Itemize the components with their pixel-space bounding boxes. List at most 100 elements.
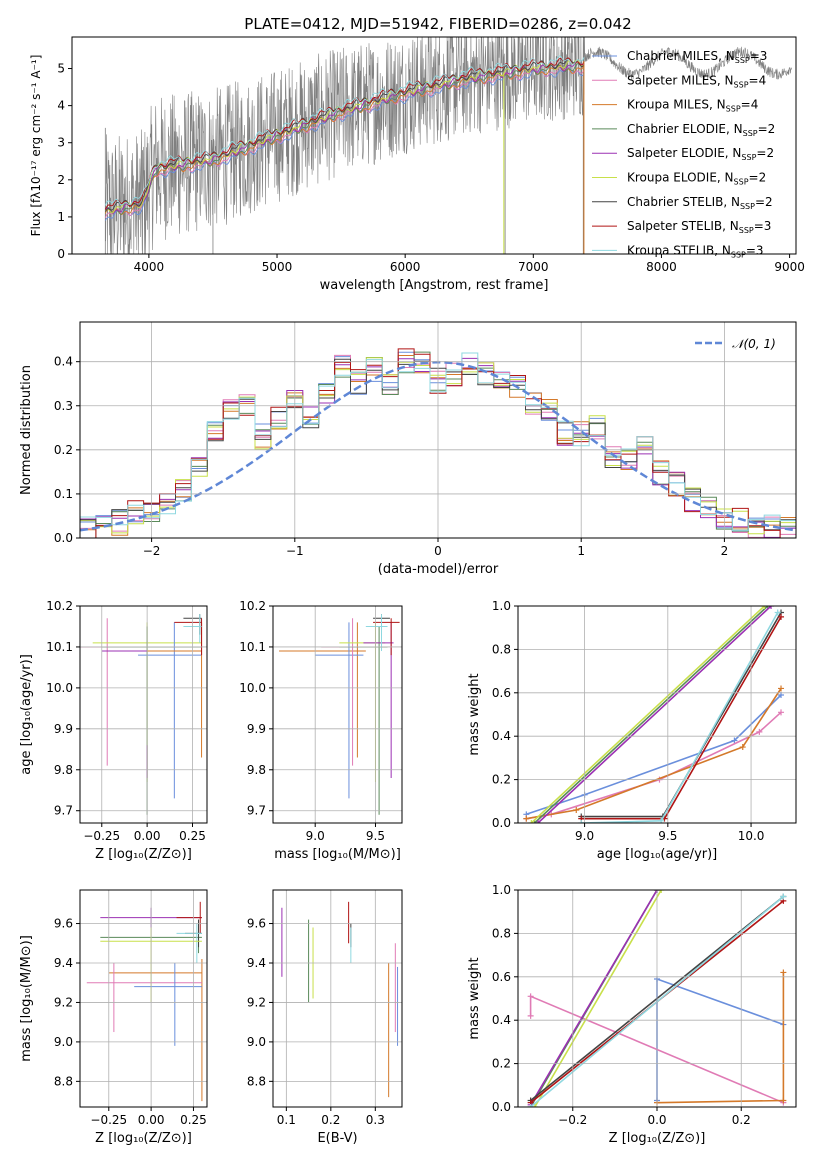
mass-weight-marker — [731, 737, 738, 744]
age-Z-ytick-label: 10.1 — [46, 640, 73, 654]
residuals-xtick-label: 0 — [434, 544, 442, 558]
age-Z-xtick-label: 0.00 — [134, 829, 161, 843]
legend-label: Chabrier MILES, NSSP=3 — [627, 49, 767, 65]
mass-ebv-ytick-label: 9.4 — [247, 956, 266, 970]
mass-weight-Z-ytick-label: 0.6 — [492, 970, 511, 984]
age-mass-frame — [272, 605, 403, 824]
age-mass-plot-area — [279, 614, 400, 815]
mass-weight-age-panel: 9.0 9.5 10.0 0.0 0.2 0.4 0.6 0.8 1.0 age [log₁₀(a… — [467, 599, 797, 862]
age-Z-xtick-label: 0.25 — [179, 829, 206, 843]
age-mass-ytick-label: 9.8 — [247, 763, 266, 777]
age-Z-ylabel: age [log₁₀(age/yr)] — [19, 654, 34, 775]
mass-weight-Z-ytick-label: 0.0 — [492, 1100, 511, 1114]
mass-weight-line — [656, 972, 785, 1104]
residuals-ytick-label: 0.3 — [54, 399, 73, 413]
mass-Z-panel: −0.25 0.00 0.25 8.8 9.0 9.2 9.4 9.6 Z [log₁₀(Z/Z… — [19, 889, 208, 1146]
mass-weight-marker — [739, 744, 746, 751]
age-mass-ytick-label: 10.0 — [239, 681, 266, 695]
legend-label: 𝒩(0, 1) — [732, 337, 776, 351]
mass-weight-marker — [756, 728, 763, 735]
mass-weight-line — [534, 606, 769, 823]
age-mass-ytick-label: 9.9 — [247, 722, 266, 736]
mass-weight-Z-frame — [517, 889, 797, 1108]
residuals-ytick-label: 0.4 — [54, 355, 73, 369]
mass-weight-Z-ytick-label: 1.0 — [492, 883, 511, 897]
mass-ebv-ytick-label: 9.2 — [247, 995, 266, 1009]
mass-weight-marker — [531, 1104, 538, 1107]
mass-Z-ytick-label: 9.0 — [54, 1035, 73, 1049]
age-mass-xtick-label: 9.0 — [306, 829, 325, 843]
mass-weight-Z-xtick-label: 0.2 — [732, 1113, 751, 1127]
mass-weight-Z-ylabel: mass weight — [467, 957, 482, 1039]
mass-weight-Z-ytick-label: 0.2 — [492, 1057, 511, 1071]
legend-label: Kroupa STELIB, NSSP=3 — [627, 243, 764, 259]
age-mass-ytick-label: 10.1 — [239, 640, 266, 654]
mass-ebv-ytick-label: 8.8 — [247, 1074, 266, 1088]
residuals-xtick-label: 2 — [721, 544, 729, 558]
legend-label: Salpeter STELIB, NSSP=3 — [627, 219, 771, 235]
mass-weight-marker — [527, 993, 534, 1000]
mass-weight-age-xtick-label: 9.5 — [658, 829, 677, 843]
mass-weight-age-ytick-label: 1.0 — [492, 599, 511, 613]
mass-ebv-frame — [272, 889, 403, 1108]
age-Z-ytick-label: 10.0 — [46, 681, 73, 695]
mass-weight-age-xlabel: age [log₁₀(age/yr)] — [597, 847, 718, 862]
residuals-xtick-label: 1 — [577, 544, 585, 558]
spectrum-panel: 4000 5000 6000 7000 8000 9000 0 1 2 3 4 5 wavelength… — [29, 36, 805, 293]
age-mass-xtick-label: 9.5 — [366, 829, 385, 843]
mass-ebv-ytick-label: 9.0 — [247, 1035, 266, 1049]
mass-weight-marker — [527, 1012, 534, 1019]
mass-ebv-ytick-label: 9.6 — [247, 917, 266, 931]
mass-Z-ytick-label: 9.6 — [54, 917, 73, 931]
mass-ebv-xtick-label: 0.3 — [366, 1113, 385, 1127]
age-Z-xtick-label: −0.25 — [83, 829, 120, 843]
mass-weight-age-xtick-label: 10.0 — [738, 829, 765, 843]
mass-weight-marker — [778, 709, 785, 716]
spectrum-frame — [71, 36, 797, 255]
legend-label: Salpeter ELODIE, NSSP=2 — [627, 146, 774, 162]
residuals-ytick-label: 0.1 — [54, 487, 73, 501]
residuals-xlabel: (data-model)/error — [378, 562, 499, 577]
mass-weight-marker — [780, 969, 787, 976]
mass-Z-xtick-label: 0.00 — [138, 1113, 165, 1127]
mass-Z-ytick-label: 8.8 — [54, 1074, 73, 1088]
spectrum-plot-area — [104, 37, 793, 254]
spectrum-ylabel: Flux [fλ10⁻¹⁷ erg cm⁻² s⁻¹ A⁻¹] — [29, 55, 43, 237]
mass-weight-marker — [778, 613, 785, 620]
model-spectrum-6 — [104, 57, 585, 212]
age-Z-frame — [79, 605, 208, 824]
mass-Z-xtick-label: 0.25 — [180, 1113, 207, 1127]
mass-weight-Z-xlabel: Z [log₁₀(Z/Z⊙)] — [609, 1131, 706, 1146]
mass-weight-marker — [658, 890, 665, 893]
legend-label: Kroupa MILES, NSSP=4 — [627, 98, 758, 114]
residuals-frame — [79, 321, 797, 539]
mass-weight-marker — [761, 606, 768, 609]
spectrum-ytick-label: 4 — [57, 99, 65, 113]
legend-label: Salpeter MILES, NSSP=4 — [627, 73, 766, 89]
mass-weight-marker — [768, 606, 775, 609]
figure-title: PLATE=0412, MJD=51942, FIBERID=0286, z=0… — [244, 15, 631, 33]
age-Z-ytick-label: 9.7 — [54, 804, 73, 818]
spectrum-xtick-label: 6000 — [390, 260, 421, 274]
mass-weight-age-frame — [517, 605, 797, 824]
mass-Z-ylabel: mass [log₁₀(M/M⊙)] — [19, 935, 34, 1062]
mass-weight-age-ytick-label: 0.2 — [492, 773, 511, 787]
mass-ebv-xlabel: E(B-V) — [317, 1131, 357, 1146]
spectrum-xtick-label: 4000 — [134, 260, 165, 274]
mass-weight-marker — [527, 1104, 534, 1107]
residuals-ytick-label: 0.2 — [54, 443, 73, 457]
residuals-ytick-label: 0.0 — [54, 531, 73, 545]
mass-weight-Z-xtick-label: 0.0 — [647, 1113, 666, 1127]
spectrum-ytick-label: 2 — [57, 173, 65, 187]
spectrum-legend: Chabrier MILES, NSSP=3 Salpeter MILES, NS… — [592, 49, 775, 259]
mass-weight-line — [656, 977, 784, 1101]
mass-weight-age-ytick-label: 0.4 — [492, 729, 511, 743]
spectrum-xtick-label: 8000 — [646, 260, 677, 274]
mass-ebv-xtick-label: 0.2 — [321, 1113, 340, 1127]
mass-weight-line — [529, 890, 658, 1106]
mass-weight-Z-ytick-label: 0.8 — [492, 926, 511, 940]
age-Z-ytick-label: 10.2 — [46, 599, 73, 613]
age-Z-panel: −0.25 0.00 0.25 9.7 9.8 9.9 10.0 10.1 10.2 Z [log… — [19, 599, 208, 862]
mass-Z-plot-area — [86, 901, 203, 1102]
mass-weight-marker — [573, 806, 580, 813]
